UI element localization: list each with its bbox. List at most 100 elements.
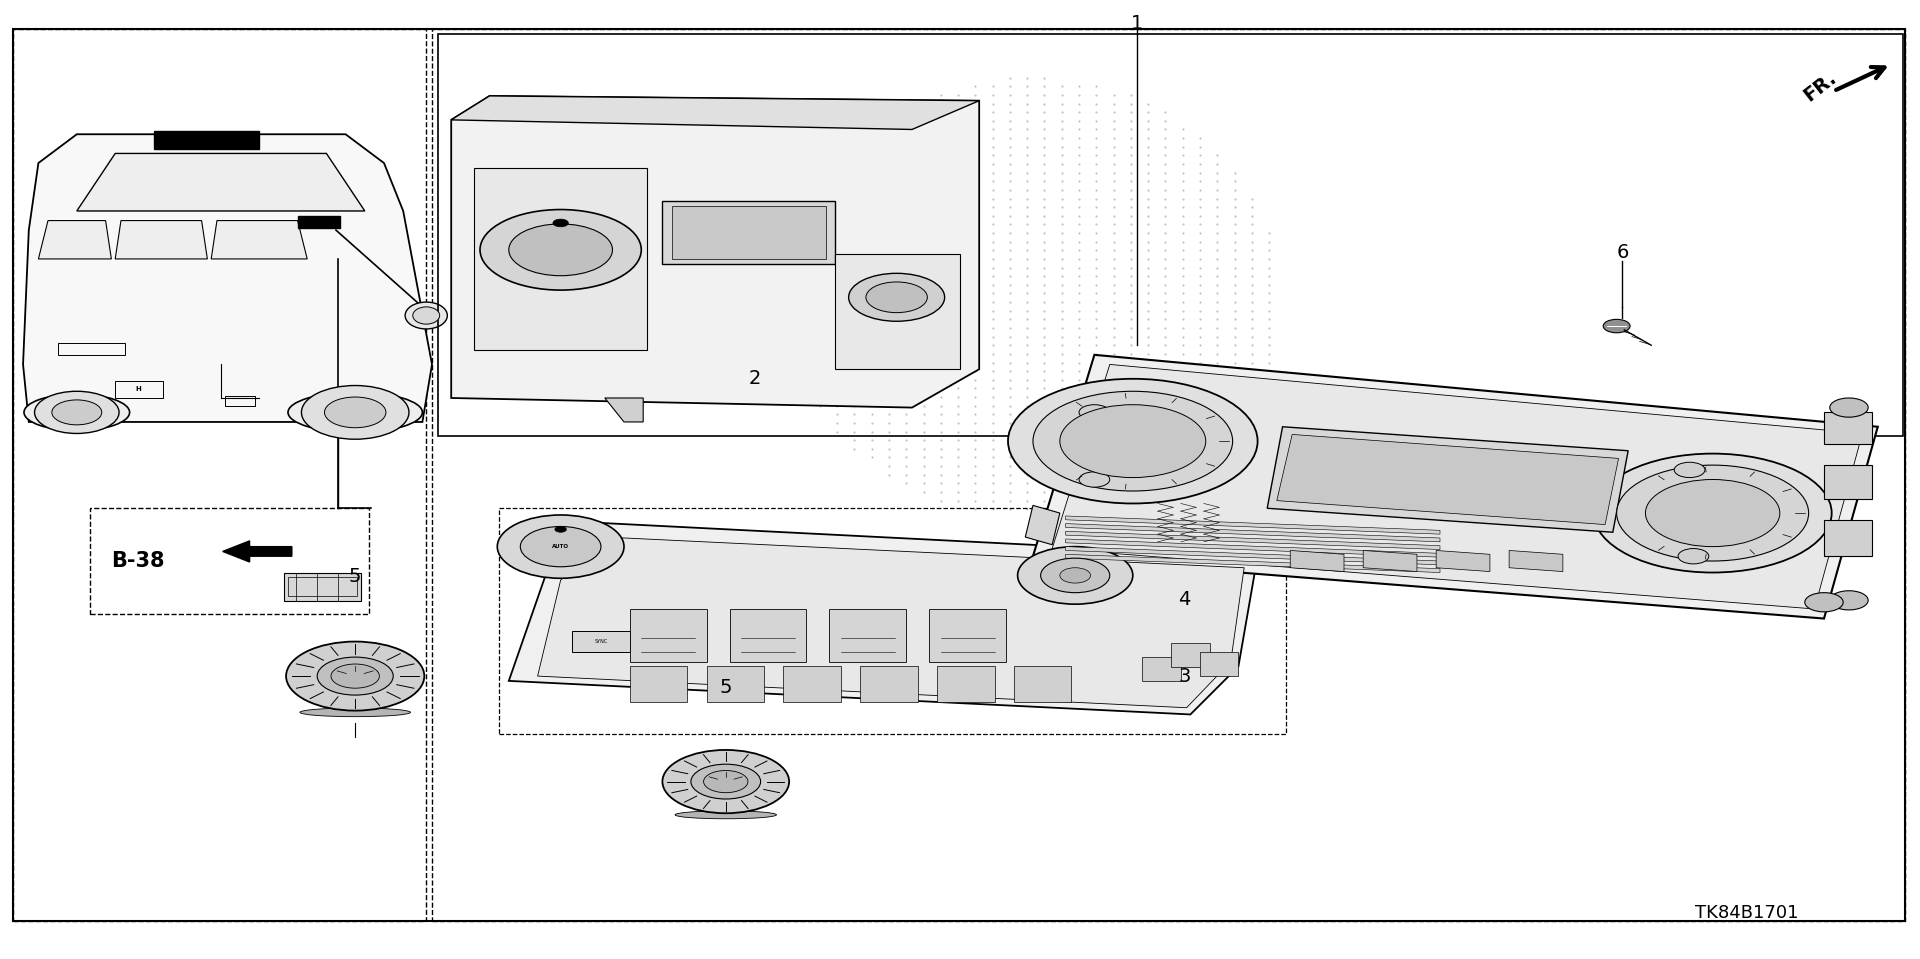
Bar xyxy=(1824,520,1872,556)
Bar xyxy=(58,343,125,355)
Text: B-38: B-38 xyxy=(111,551,165,571)
Bar xyxy=(1824,412,1872,444)
Bar xyxy=(1171,643,1210,667)
Polygon shape xyxy=(77,153,365,211)
Polygon shape xyxy=(1066,531,1440,550)
Text: H: H xyxy=(136,386,140,392)
Bar xyxy=(860,666,918,702)
Bar xyxy=(1142,657,1181,681)
Polygon shape xyxy=(115,221,207,259)
Polygon shape xyxy=(38,221,111,259)
Ellipse shape xyxy=(413,307,440,324)
Text: 4: 4 xyxy=(1179,590,1190,609)
Circle shape xyxy=(1018,547,1133,604)
Polygon shape xyxy=(1033,355,1878,619)
Circle shape xyxy=(1830,591,1868,610)
Ellipse shape xyxy=(300,708,411,716)
Circle shape xyxy=(480,209,641,290)
Bar xyxy=(1824,465,1872,499)
Bar xyxy=(929,609,1006,662)
Polygon shape xyxy=(23,134,432,422)
Text: AUTO: AUTO xyxy=(553,544,568,550)
Circle shape xyxy=(509,223,612,276)
Circle shape xyxy=(1830,398,1868,417)
Bar xyxy=(730,609,806,662)
Circle shape xyxy=(1805,593,1843,612)
Circle shape xyxy=(317,657,394,695)
Text: TK84B1701: TK84B1701 xyxy=(1695,904,1799,922)
Circle shape xyxy=(1060,405,1206,478)
Circle shape xyxy=(1079,405,1110,420)
Text: 2: 2 xyxy=(749,369,760,388)
Bar xyxy=(1200,652,1238,676)
Polygon shape xyxy=(451,96,979,408)
Circle shape xyxy=(1594,454,1832,573)
Circle shape xyxy=(1674,462,1705,478)
Circle shape xyxy=(324,397,386,428)
Bar xyxy=(783,666,841,702)
Polygon shape xyxy=(1066,539,1440,557)
Circle shape xyxy=(1079,472,1110,487)
Circle shape xyxy=(1041,558,1110,593)
Circle shape xyxy=(1033,391,1233,491)
Circle shape xyxy=(866,282,927,313)
Polygon shape xyxy=(1066,516,1440,534)
Circle shape xyxy=(52,400,102,425)
Polygon shape xyxy=(1052,364,1862,609)
Circle shape xyxy=(555,526,566,532)
Ellipse shape xyxy=(288,392,422,433)
Polygon shape xyxy=(509,523,1258,714)
Circle shape xyxy=(286,642,424,711)
Polygon shape xyxy=(1290,550,1344,572)
Text: FR.: FR. xyxy=(1801,68,1839,105)
Circle shape xyxy=(1645,480,1780,547)
Text: SYNC: SYNC xyxy=(595,639,607,644)
Bar xyxy=(154,131,259,149)
Circle shape xyxy=(1617,465,1809,561)
Bar xyxy=(288,577,357,596)
Circle shape xyxy=(553,219,568,226)
Bar xyxy=(298,216,340,228)
Bar xyxy=(438,34,1903,436)
Bar xyxy=(432,29,1905,921)
Text: 5: 5 xyxy=(349,567,361,586)
Bar xyxy=(937,666,995,702)
Circle shape xyxy=(1603,319,1630,333)
Polygon shape xyxy=(605,398,643,422)
Bar xyxy=(672,206,826,259)
Polygon shape xyxy=(1066,547,1440,565)
Bar xyxy=(630,666,687,702)
Polygon shape xyxy=(1025,505,1060,545)
Circle shape xyxy=(849,273,945,321)
Polygon shape xyxy=(451,96,979,129)
Bar xyxy=(225,396,255,406)
Bar xyxy=(90,508,369,614)
Bar xyxy=(630,609,707,662)
Polygon shape xyxy=(1066,554,1440,573)
Bar xyxy=(115,381,163,398)
Circle shape xyxy=(1678,549,1709,564)
Circle shape xyxy=(691,764,760,799)
Polygon shape xyxy=(1277,434,1619,525)
Bar xyxy=(662,201,835,264)
Polygon shape xyxy=(1363,550,1417,572)
Circle shape xyxy=(662,750,789,813)
Bar xyxy=(835,254,960,369)
Circle shape xyxy=(330,664,380,689)
Circle shape xyxy=(1060,568,1091,583)
Bar xyxy=(474,168,647,350)
Bar xyxy=(572,631,630,652)
Text: 5: 5 xyxy=(720,678,732,697)
Bar xyxy=(284,573,361,601)
Bar xyxy=(707,666,764,702)
Polygon shape xyxy=(223,541,292,562)
Text: 6: 6 xyxy=(1617,243,1628,262)
Circle shape xyxy=(520,526,601,567)
Polygon shape xyxy=(538,537,1244,708)
Ellipse shape xyxy=(405,302,447,329)
Text: 1: 1 xyxy=(1131,14,1142,34)
Bar xyxy=(499,508,1286,734)
Circle shape xyxy=(35,391,119,433)
Polygon shape xyxy=(1267,427,1628,532)
Bar xyxy=(1014,666,1071,702)
